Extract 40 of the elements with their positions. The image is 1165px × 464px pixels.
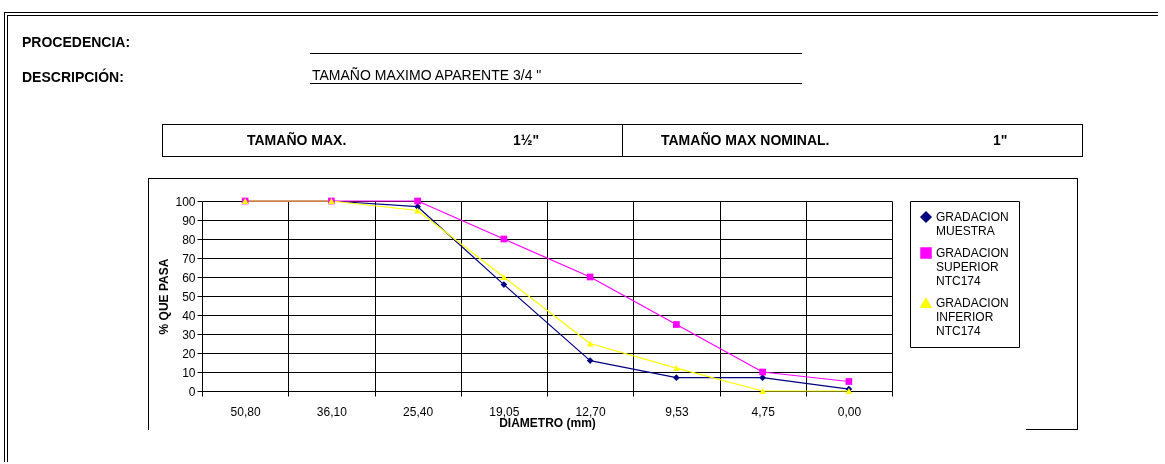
text: TAMAÑO MAX. [247, 132, 347, 148]
y-tick-label: 70 [182, 251, 196, 266]
text: 1" [993, 132, 1008, 148]
y-tick-label: 0 [188, 384, 196, 399]
y-tick-label: 60 [182, 270, 196, 285]
x-tick-label: 4,75 [751, 404, 776, 419]
text: TAMAÑO MAXIMO APARENTE 3/4 " [310, 67, 802, 84]
point [414, 197, 421, 205]
y-tick-label: 40 [182, 308, 196, 323]
text: 1½" [513, 132, 540, 148]
y-tick-label: 20 [182, 346, 196, 361]
text: TAMAÑO MAX NOMINAL. [661, 132, 830, 148]
x-tick-label: 36,10 [316, 404, 348, 419]
y-axis-title: % QUE PASA [157, 258, 172, 335]
y-tick-label: 100 [175, 194, 196, 209]
legend-label: GRADACION SUPERIOR NTC174 [936, 246, 1009, 288]
y-tick-label: 80 [182, 232, 196, 247]
point [586, 357, 594, 364]
point [500, 274, 508, 280]
point [759, 368, 766, 376]
point [845, 378, 853, 385]
text: DESCRIPCIÓN: [22, 69, 124, 85]
point [500, 281, 508, 288]
y-tick-label: 50 [182, 289, 196, 304]
x-tick-label: 25,40 [403, 404, 434, 419]
x-tick-label: 19,05 [489, 404, 520, 419]
point [673, 365, 680, 372]
point [759, 388, 766, 394]
text: PROCEDENCIA: [22, 34, 131, 50]
legend-label: GRADACION MUESTRA [936, 210, 1009, 238]
point [759, 374, 766, 382]
legend-label: GRADACION INFERIOR NTC174 [936, 296, 1009, 338]
x-tick-label: 9,53 [665, 404, 689, 419]
y-tick-label: 10 [182, 365, 196, 380]
y-tick-label: 30 [182, 327, 196, 342]
y-tick-label: 90 [182, 213, 196, 228]
x-tick-label: 50,80 [230, 404, 261, 419]
point [673, 321, 680, 328]
x-tick-label: 0,00 [837, 404, 862, 419]
point [673, 374, 680, 382]
